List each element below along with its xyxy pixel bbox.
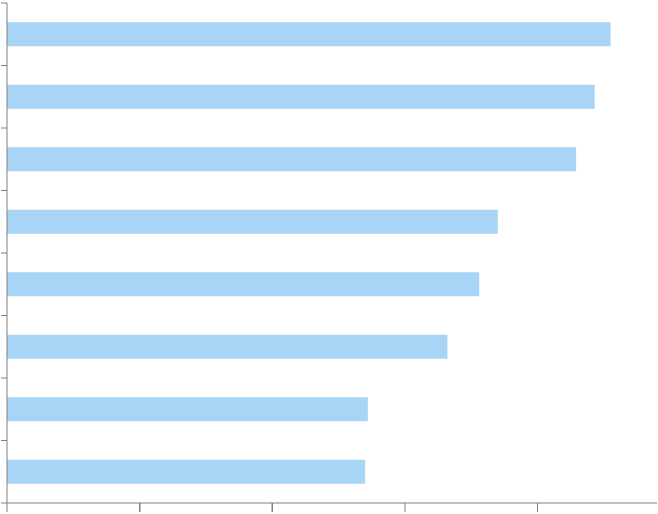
- bar-6: [7, 334, 448, 359]
- bar-5: [7, 272, 480, 297]
- bar-7: [7, 397, 368, 422]
- bar-2: [7, 84, 595, 109]
- bar-3: [7, 147, 577, 172]
- bar-8: [7, 459, 366, 484]
- bar-4: [7, 209, 498, 234]
- bar-1: [7, 22, 611, 47]
- bars-group: [7, 22, 611, 484]
